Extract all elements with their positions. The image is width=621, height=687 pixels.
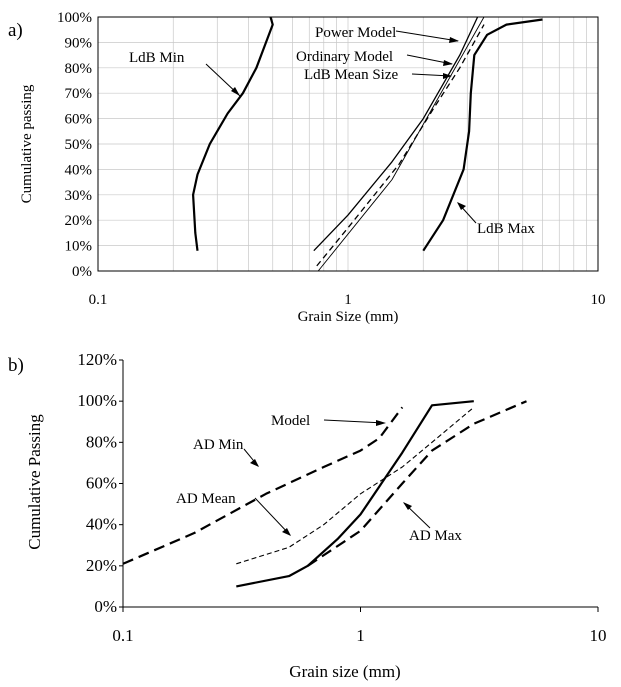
chart-b-series-ad-max [307,400,527,567]
chart-a-y-tick-label: 50% [65,137,93,153]
leader-model [323,419,385,424]
chart-b-y-tick-label: 100% [77,391,117,410]
chart-a-y-ticks: 0% 10% 20% 30% 40% 50% 60% 70% 80% 90% 100% [57,10,92,280]
chart-b-x-tick-label: 0.1 [112,626,133,645]
chart-a-y-tick-label: 20% [65,213,93,229]
chart-a-y-tick-label: 60% [65,112,93,128]
chart-b-y-tick-label: 120% [77,350,117,369]
chart-a-y-tick-label: 100% [57,10,92,26]
chart-b-xlabel: Grain size (mm) [289,662,400,681]
annotation-power-model: Power Model [315,25,396,41]
chart-b-y-tick-label: 20% [86,556,117,575]
chart-a-x-tick-label: 10 [591,292,606,308]
leader-power-model [395,30,459,42]
chart-a-series-ldb-mean-size [316,24,485,267]
annotation-ad-min: AD Min [193,437,244,453]
chart-b-x-ticks: 0.1 1 10 [112,607,607,645]
chart-a-y-tick-label: 0% [72,264,92,280]
annotation-ldb-min: LdB Min [129,50,185,66]
chart-a: 0% 10% 20% 30% 40% 50% 60% 70% 80% 90% 100% 0.1 1 10… [8,10,606,325]
chart-a-series-ldb-min [192,16,274,251]
chart-a-y-tick-label: 10% [65,239,93,255]
chart-b-series-model [236,400,474,588]
chart-b-series-ad-min [122,406,404,565]
annotation-ldb-max: LdB Max [477,221,535,237]
arrowhead-ad-max [403,502,412,510]
arrowhead-ldb-max [457,202,466,210]
annotation-model: Model [271,413,310,429]
chart-a-ylabel: Cumulative passing [19,84,35,203]
chart-a-y-tick-label: 80% [65,61,93,77]
arrowhead-ordinary-model [443,60,453,66]
chart-a-x-tick-label: 0.1 [89,292,108,308]
chart-b-y-tick-label: 40% [86,515,117,534]
annotation-ordinary-model: Ordinary Model [296,49,393,65]
chart-b-y-tick-label: 60% [86,474,117,493]
chart-a-x-tick-label: 1 [344,292,352,308]
leader-ad-mean [254,497,291,536]
chart-a-series-ordinary-model [313,16,479,252]
chart-a-series [192,16,543,272]
chart-b-x-tick-label: 1 [356,626,365,645]
chart-a-xlabel: Grain Size (mm) [298,309,399,325]
chart-b-x-tick-label: 10 [590,626,607,645]
chart-a-y-tick-label: 30% [65,188,93,204]
chart-a-series-ldb-max [422,18,543,252]
arrowhead-model [376,420,386,426]
chart-a-panel-label: a) [8,20,23,41]
chart-a-y-tick-label: 40% [65,162,93,178]
arrowhead-ldb-min [231,87,240,96]
annotation-ldb-mean-size: LdB Mean Size [304,67,398,83]
arrowhead-power-model [449,37,459,43]
chart-b-y-tick-label: 80% [86,432,117,451]
chart-b-ylabel: Cumulative Passing [25,414,44,550]
annotation-ad-mean: AD Mean [176,491,236,507]
chart-b-y-tick-label: 0% [94,597,117,616]
arrowhead-ad-min [250,459,259,467]
chart-b-series-ad-mean [236,406,475,565]
chart-b-y-ticks: 0% 20% 40% 60% 80% 100% 120% [77,350,123,616]
chart-a-grid [98,17,598,271]
chart-a-y-tick-label: 70% [65,86,93,102]
arrowhead-ad-mean [282,528,291,536]
chart-a-series-power-model [317,16,485,272]
annotation-ad-max: AD Max [409,528,462,544]
chart-a-y-tick-label: 90% [65,35,93,51]
chart-b-series [122,400,527,588]
chart-b-panel-label: b) [8,355,24,376]
chart-a-plot-area [97,16,599,272]
chart-a-x-ticks: 0.1 1 10 [89,292,606,308]
arrowhead-ldb-mean-size [443,73,452,79]
chart-b: 0% 20% 40% 60% 80% 100% 120% 0.1 1 10 b) Cumulat… [8,350,607,681]
